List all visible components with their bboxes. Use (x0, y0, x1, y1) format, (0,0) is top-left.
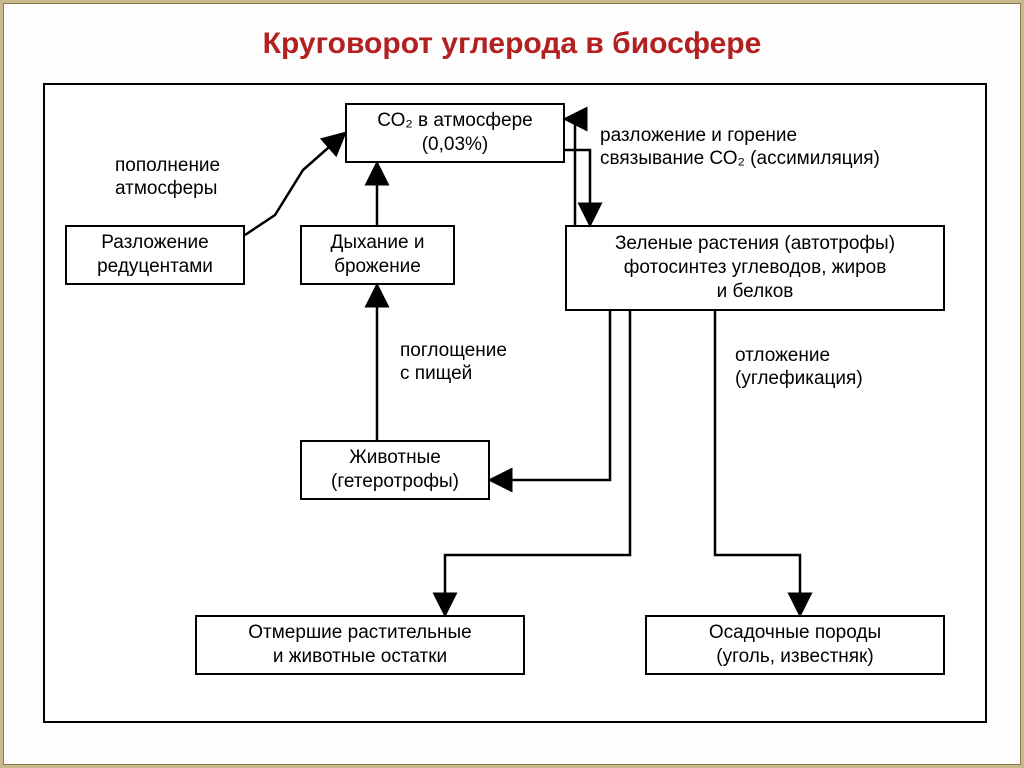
edge-reducers-to-co2 (245, 133, 345, 235)
node-co2-text: СО₂ в атмосфере(0,03%) (377, 109, 532, 157)
flowchart-container: СО₂ в атмосфере(0,03%) Разложениередуцен… (43, 83, 987, 723)
edge-plants-to-animals (490, 311, 610, 480)
node-remains: Отмершие растительныеи животные остатки (195, 615, 525, 675)
node-animals-text: Животные(гетеротрофы) (331, 446, 459, 494)
label-replenish: пополнениеатмосферы (115, 155, 220, 201)
node-reducers-text: Разложениередуцентами (97, 231, 213, 279)
node-sediment-text: Осадочные породы(уголь, известняк) (709, 621, 881, 669)
node-co2: СО₂ в атмосфере(0,03%) (345, 103, 565, 163)
node-breathing: Дыхание иброжение (300, 225, 455, 285)
node-animals: Животные(гетеротрофы) (300, 440, 490, 500)
node-breathing-text: Дыхание иброжение (331, 231, 425, 279)
node-plants: Зеленые растения (автотрофы)фотосинтез у… (565, 225, 945, 311)
label-food: поглощениес пищей (400, 340, 507, 386)
node-reducers: Разложениередуцентами (65, 225, 245, 285)
edge-co2-to-plants (565, 150, 590, 225)
node-remains-text: Отмершие растительныеи животные остатки (248, 621, 471, 669)
node-plants-text: Зеленые растения (автотрофы)фотосинтез у… (615, 232, 895, 303)
page-title: Круговорот углерода в биосфере (3, 27, 1021, 61)
label-deposit: отложение(углефикация) (735, 345, 863, 391)
edge-plants-to-co2 (565, 119, 575, 225)
label-decomp: разложение и горениесвязывание СО₂ (асси… (600, 125, 880, 171)
node-sediment: Осадочные породы(уголь, известняк) (645, 615, 945, 675)
